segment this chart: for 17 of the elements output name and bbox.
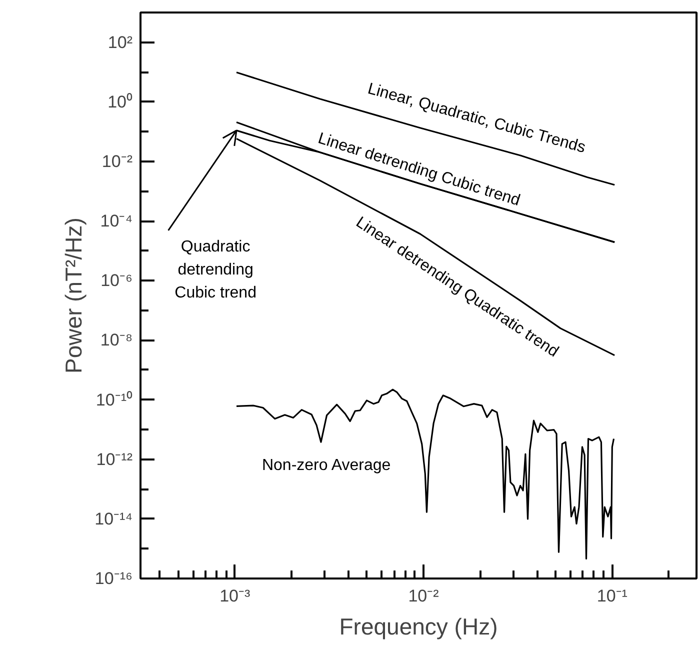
annotation: Quadratic detrending Cubic trend (174, 238, 256, 302)
y-tick-label: 10⁻¹⁴ (94, 509, 132, 528)
x-tick-label: 10⁻³ (220, 586, 250, 606)
y-tick-label: 10⁻¹² (96, 450, 133, 469)
y-tick-label: 10⁻¹⁰ (96, 390, 133, 410)
y-tick-label: 10⁻⁶ (100, 271, 133, 290)
x-axis-title: Frequency (Hz) (339, 614, 498, 640)
y-tick-label: 10⁻² (102, 152, 133, 171)
x-tick-label: 10⁻¹ (596, 586, 628, 606)
y-tick-label: 10⁻¹⁶ (94, 569, 133, 588)
series-label: Non-zero Average (262, 456, 391, 474)
y-tick-label: 10⁻⁴ (100, 212, 133, 231)
y-tick-label: 10⁰ (108, 92, 133, 112)
y-tick-label: 10⁻⁸ (100, 330, 133, 350)
x-tick-label: 10⁻² (408, 586, 440, 606)
y-axis-title: Power (nT²/Hz) (60, 218, 87, 374)
y-tick-label: 10² (108, 32, 133, 52)
